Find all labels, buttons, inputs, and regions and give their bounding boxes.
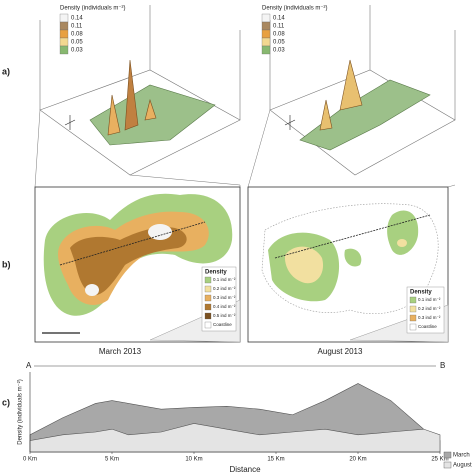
legend-title: Density (individuals m⁻²)	[60, 6, 126, 12]
legend-swatch	[204, 276, 212, 284]
legend-swatch	[409, 314, 417, 322]
x-tick-label: 10 Km	[185, 457, 202, 463]
legend-label: 0.1 ind m⁻²	[418, 297, 441, 302]
legend-label: 0.03	[71, 48, 83, 54]
map-caption: August 2013	[318, 347, 363, 356]
legend-label: 0.05	[273, 40, 285, 46]
legend-swatch	[261, 21, 271, 31]
legend-swatch	[204, 312, 212, 320]
x-tick-label: 15 Km	[267, 457, 284, 463]
legend-swatch	[59, 21, 69, 31]
legend-label: 0.3 ind m⁻²	[213, 295, 236, 300]
legend-swatch	[443, 461, 452, 469]
panel-label: b)	[2, 259, 11, 269]
surface-plot	[269, 5, 456, 176]
legend-swatch	[204, 294, 212, 302]
legend-label: August	[453, 463, 472, 469]
legend-swatch	[443, 451, 452, 459]
legend-label: 0.14	[71, 16, 83, 22]
map-caption: March 2013	[99, 347, 142, 356]
legend-swatch	[261, 45, 271, 55]
legend-label: 0.1 ind m⁻²	[213, 277, 236, 282]
x-tick-label: 0 Km	[23, 457, 37, 463]
map	[34, 186, 241, 343]
legend-swatch	[409, 305, 417, 313]
x-tick-label: 5 Km	[105, 457, 119, 463]
transect-start: A	[26, 361, 32, 370]
legend-swatch	[59, 13, 69, 23]
legend-label: Coastline	[213, 322, 232, 327]
legend-label: 0.2 ind m⁻²	[418, 306, 441, 311]
legend-label: 0.05	[71, 40, 83, 46]
legend-label: Coastline	[418, 324, 437, 329]
legend-title: Density	[205, 270, 227, 276]
legend-label: 0.3 ind m⁻²	[418, 315, 441, 320]
legend-label: 0.08	[273, 32, 285, 38]
panel-label: c)	[2, 397, 10, 407]
y-axis-title: Density (individuals m⁻²)	[18, 379, 24, 445]
legend-label: 0.14	[273, 16, 285, 22]
legend-title: Density (individuals m⁻²)	[262, 6, 328, 12]
legend-label: 0.03	[273, 48, 285, 54]
legend-swatch	[59, 45, 69, 55]
area	[29, 423, 441, 453]
legend-swatch	[59, 37, 69, 47]
x-tick-label: 25 Km	[431, 457, 448, 463]
x-axis-title: Distance	[229, 465, 261, 474]
legend-swatch	[59, 29, 69, 39]
legend-swatch	[261, 29, 271, 39]
legend-swatch	[261, 37, 271, 47]
legend-title: Density	[410, 290, 432, 296]
legend-swatch	[204, 285, 212, 293]
legend-label: 0.4 ind m⁻²	[213, 304, 236, 309]
legend-swatch	[204, 321, 212, 329]
surface-plot	[39, 5, 241, 186]
legend-label: 0.5 ind m⁻²	[213, 313, 236, 318]
legend-swatch	[261, 13, 271, 23]
legend-swatch	[204, 303, 212, 311]
legend-swatch	[409, 296, 417, 304]
x-tick-label: 20 Km	[349, 457, 366, 463]
legend-label: 0.08	[71, 32, 83, 38]
legend-label: March	[453, 453, 470, 459]
legend-label: 0.11	[71, 24, 83, 30]
legend-swatch	[409, 323, 417, 331]
legend-label: 0.11	[273, 24, 285, 30]
transect-end: B	[440, 361, 445, 370]
panel-label: a)	[2, 66, 10, 76]
legend-label: 0.2 ind m⁻²	[213, 286, 236, 291]
